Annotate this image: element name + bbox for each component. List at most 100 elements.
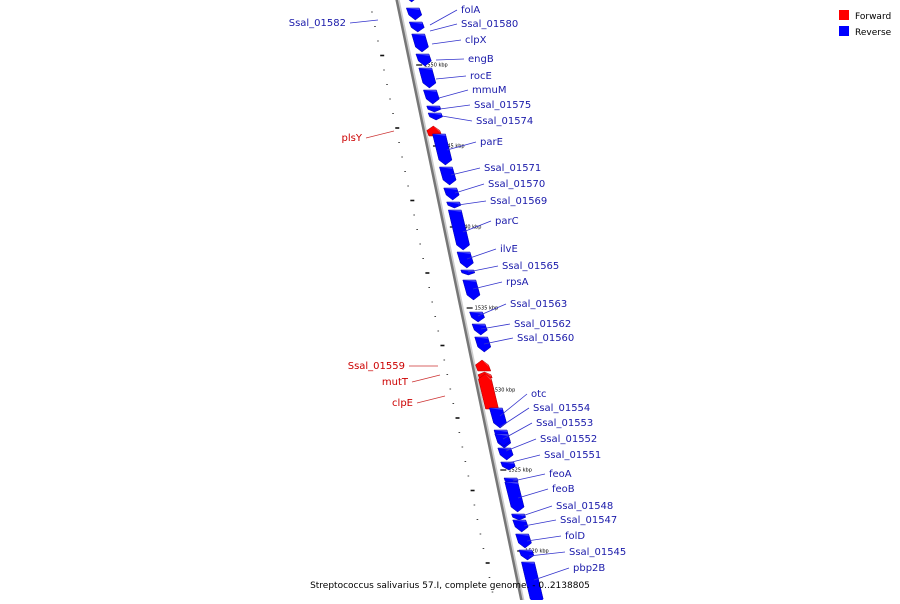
gene-arrow[interactable]	[415, 53, 432, 67]
gene-label[interactable]: Ssal_01554	[533, 403, 590, 414]
gene-label[interactable]: Ssal_01565	[502, 261, 559, 272]
gene-arrow-highlight	[446, 202, 460, 204]
gene-arrow[interactable]	[462, 279, 481, 301]
gene-label[interactable]: Ssal_01580	[461, 19, 518, 30]
gene-label[interactable]: Ssal_01582	[289, 18, 346, 29]
gene-label-line	[441, 115, 473, 122]
legend: Forward Reverse	[839, 10, 892, 38]
gene-label-line	[477, 303, 507, 317]
gene-label[interactable]: Ssal_01562	[514, 319, 571, 330]
gene-label[interactable]: Ssal_01574	[476, 116, 533, 127]
gene-arrow[interactable]	[432, 133, 453, 166]
gene-arrow[interactable]	[423, 89, 440, 105]
gene-label[interactable]: Ssal_01553	[536, 418, 593, 429]
gene-label[interactable]: rocE	[470, 71, 492, 82]
gene-arrow[interactable]	[504, 481, 525, 513]
gene-arrow-highlight	[428, 113, 442, 115]
gene-label-line	[526, 535, 562, 542]
gene-arrow[interactable]	[405, 7, 423, 21]
gene-label[interactable]: mmuM	[472, 85, 506, 96]
gene-arrow-highlight	[418, 68, 432, 70]
gene-arrow[interactable]	[403, 0, 419, 3]
gene-arrow[interactable]	[443, 187, 460, 201]
gene-arrow[interactable]	[474, 336, 492, 353]
gene-label-line	[533, 567, 570, 581]
gene-label[interactable]: Ssal_01575	[474, 100, 531, 111]
gene-label-line	[472, 281, 503, 290]
gene-label[interactable]: Ssal_01551	[544, 450, 601, 461]
gene-label-line	[483, 337, 514, 345]
gene-arrow[interactable]	[411, 33, 429, 53]
gene-arrow-highlight	[469, 312, 483, 314]
gene-label[interactable]: pbp2B	[573, 563, 605, 574]
minor-ticks: 1550 kbp 1545 kbp 1540 kbp 1535 kbp 1530 kbp…	[371, 11, 549, 593]
gene-arrow-highlight	[494, 430, 507, 432]
gene-label[interactable]: Ssal_01571	[484, 163, 541, 174]
gene-arrow[interactable]	[447, 209, 470, 251]
gene-arrow[interactable]	[427, 112, 443, 121]
gene-label[interactable]: Ssal_01563	[510, 299, 567, 310]
gene-arrow[interactable]	[446, 201, 462, 209]
gene-label-line	[505, 438, 537, 452]
gene-label[interactable]: parC	[495, 216, 519, 227]
gene-label-line	[507, 454, 541, 464]
legend-swatch-forward	[839, 10, 849, 20]
gene-arrow[interactable]	[426, 105, 442, 113]
gene-label[interactable]: otc	[531, 389, 547, 400]
genes	[403, 0, 544, 604]
gene-arrow[interactable]	[439, 166, 457, 186]
gene-arrow-highlight	[482, 360, 489, 367]
gene-label-line	[446, 141, 477, 151]
gene-label[interactable]: Ssal_01545	[569, 547, 626, 558]
gene-arrow[interactable]	[456, 251, 474, 269]
gene-label-line	[528, 551, 566, 557]
gene-label[interactable]: engB	[468, 54, 494, 65]
gene-label[interactable]: folA	[461, 5, 480, 16]
gene-label[interactable]: plsY	[342, 133, 363, 144]
gene-label[interactable]: parE	[480, 137, 503, 148]
gene-arrow[interactable]	[418, 67, 437, 89]
gene-label[interactable]: folD	[565, 531, 585, 542]
label-lines	[349, 9, 570, 581]
gene-arrow-highlight	[511, 514, 525, 516]
gene-arrow[interactable]	[511, 513, 527, 521]
gene-label-line	[523, 519, 557, 527]
gene-label[interactable]: Ssal_01548	[556, 501, 613, 512]
gene-arrow[interactable]	[489, 407, 507, 429]
kbp-label: 1535 kbp	[475, 306, 499, 312]
gene-label[interactable]: clpX	[465, 35, 487, 46]
gene-label-line	[499, 407, 530, 428]
gene-label[interactable]: Ssal_01570	[488, 179, 545, 190]
gene-arrow[interactable]	[497, 447, 514, 461]
gene-label[interactable]: rpsA	[506, 277, 529, 288]
gene-arrow[interactable]	[512, 519, 529, 533]
gene-label[interactable]: Ssal_01560	[517, 333, 574, 344]
gene-label[interactable]: mutT	[382, 377, 409, 388]
gene-label[interactable]: Ssal_01559	[348, 361, 405, 372]
gene-arrow[interactable]	[475, 359, 492, 372]
gene-arrow-highlight	[512, 520, 526, 522]
gene-label[interactable]: clpE	[392, 398, 413, 409]
gene-label-line	[521, 505, 553, 517]
gene-label[interactable]: feoA	[549, 469, 572, 480]
gene-arrow-highlight	[518, 550, 532, 552]
gene-arrow-highlight	[494, 434, 508, 436]
gene-arrow[interactable]	[518, 549, 535, 561]
gene-label[interactable]: Ssal_01552	[540, 434, 597, 445]
gene-label-line	[435, 58, 465, 61]
genome-caption: Streptococcus salivarius 57.I, complete …	[310, 581, 590, 591]
gene-label-line	[431, 39, 462, 45]
gene-arrow[interactable]	[408, 21, 425, 33]
gene-label[interactable]: feoB	[552, 484, 575, 495]
gene-label-line	[457, 200, 487, 206]
gene-label-line	[365, 130, 395, 139]
gene-label[interactable]: Ssal_01569	[490, 196, 547, 207]
gene-label[interactable]: ilvE	[500, 244, 518, 255]
gene-arrow[interactable]	[471, 323, 488, 336]
backbone-line	[395, 0, 524, 604]
gene-label-line	[454, 183, 485, 194]
gene-arrow[interactable]	[515, 533, 532, 549]
gene-label[interactable]: Ssal_01547	[560, 515, 617, 526]
